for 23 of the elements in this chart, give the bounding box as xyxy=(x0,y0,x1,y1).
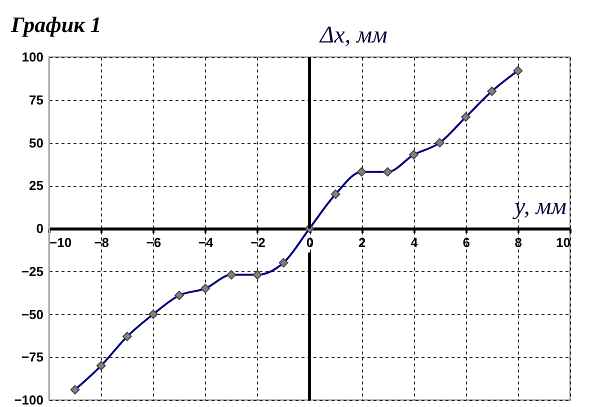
y-tick-label: −75 xyxy=(21,350,44,365)
x-tick-label: 2 xyxy=(358,235,366,250)
x-axis-title: y, мм xyxy=(512,194,566,220)
y-tick-label: 75 xyxy=(29,92,44,108)
x-tick-label: −10 xyxy=(50,235,72,250)
x-tick-label: −2 xyxy=(250,235,266,250)
x-tick-label: 10 xyxy=(556,235,570,250)
y-tick-label: 0 xyxy=(36,221,44,236)
x-tick-label: −6 xyxy=(146,235,162,250)
y-axis-title: Δx, мм xyxy=(319,22,388,48)
x-tick-label: 0 xyxy=(306,235,314,250)
x-tick-label: 6 xyxy=(462,235,470,250)
chart-title: График 1 xyxy=(10,12,102,37)
x-tick-label: 8 xyxy=(514,235,522,250)
y-tick-label: −100 xyxy=(14,392,44,407)
x-tick-label: −8 xyxy=(94,235,110,250)
y-tick-label: 25 xyxy=(29,178,44,194)
y-tick-label: −25 xyxy=(21,264,44,279)
y-tick-label: 100 xyxy=(22,50,44,64)
x-tick-label: −4 xyxy=(198,235,214,250)
x-tick-label: 4 xyxy=(410,235,419,250)
y-tick-label: 50 xyxy=(29,135,44,150)
y-tick-label: −50 xyxy=(21,306,44,322)
